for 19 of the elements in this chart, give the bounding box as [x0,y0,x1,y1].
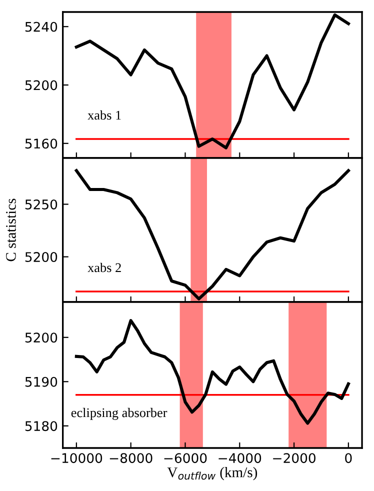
x-tick-label: −8000 [110,453,152,464]
x-tick-label: −6000 [164,453,207,464]
y-tick-label: 5200 [25,332,58,343]
y-tick-label: 5160 [25,138,58,149]
y-axis-title: C statistics [6,198,16,262]
ref-line-label: xabs 2 [88,262,121,272]
y-tick-label: 5200 [25,80,58,90]
x-axis-title: V$_{outflow}$ (km/s) [167,467,258,480]
x-tick-label: −2000 [273,453,316,464]
x-tick-label: −4000 [218,453,262,464]
y-tick-label: 5240 [25,22,58,32]
ref-line-label: eclipsing absorber [71,408,168,420]
y-tick-label: 5250 [25,199,58,210]
y-tick-label: 5200 [25,252,58,262]
x-tick-label: −10000 [51,453,102,464]
ref-line-label: xabs 1 [88,110,121,120]
y-tick-label: 5180 [25,421,58,432]
y-tick-label: 5190 [25,376,58,387]
x-tick-label: 0 [345,453,352,464]
